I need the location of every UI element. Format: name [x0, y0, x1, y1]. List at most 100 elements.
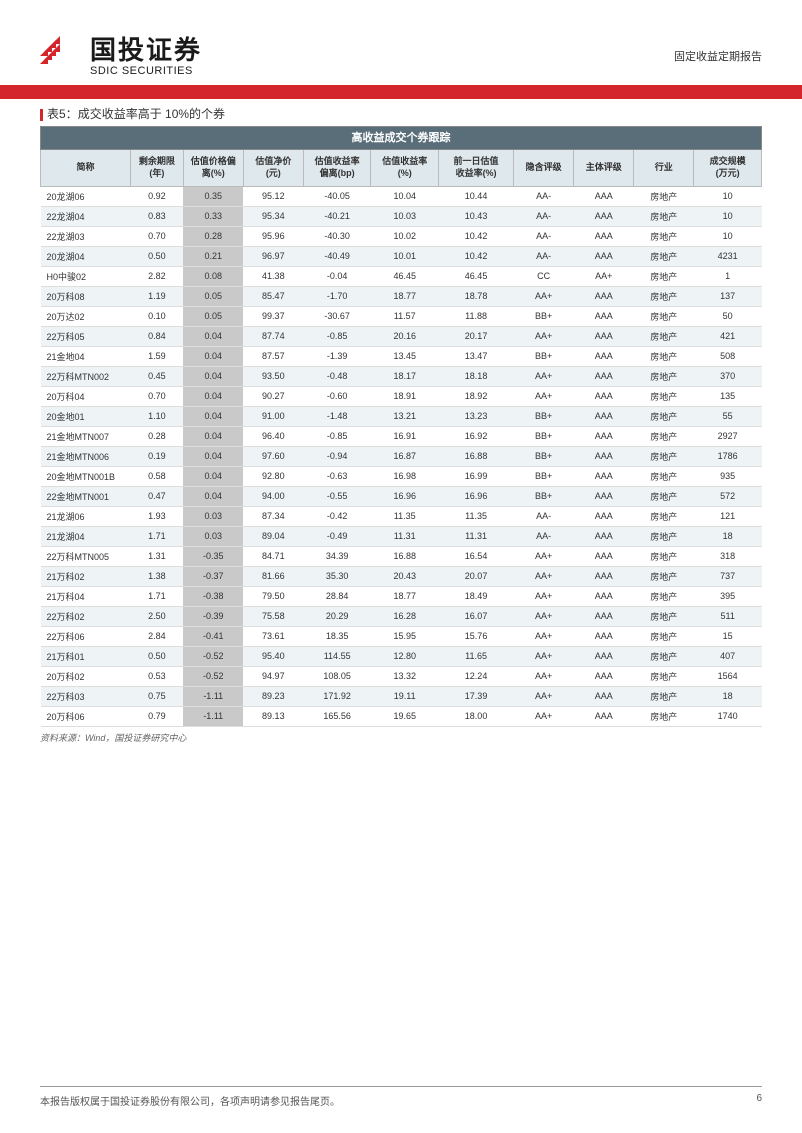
table-cell: AAA — [574, 186, 634, 206]
table-cell: 0.47 — [131, 486, 184, 506]
table-row: 20金地MTN001B0.580.0492.80-0.6316.9816.99B… — [41, 466, 762, 486]
logo-icon — [40, 36, 80, 71]
table-row: 22万科030.75-1.1189.23171.9219.1117.39AA+A… — [41, 686, 762, 706]
table-cell: AAA — [574, 406, 634, 426]
table-cell: 0.04 — [183, 426, 243, 446]
table-cell: AA+ — [514, 566, 574, 586]
table-row: 20金地011.100.0491.00-1.4813.2113.23BB+AAA… — [41, 406, 762, 426]
table-cell: 20万科04 — [41, 386, 131, 406]
table-cell: AAA — [574, 506, 634, 526]
table-cell: 房地产 — [634, 306, 694, 326]
table-cell: AA+ — [514, 706, 574, 726]
page-number: 6 — [756, 1093, 762, 1108]
table-cell: AA+ — [514, 326, 574, 346]
table-cell: 95.34 — [243, 206, 303, 226]
table-cell: 21万科01 — [41, 646, 131, 666]
table-cell: AA+ — [514, 646, 574, 666]
table-cell: 370 — [694, 366, 762, 386]
table-cell: 房地产 — [634, 286, 694, 306]
table-cell: 1.10 — [131, 406, 184, 426]
table-cell: BB+ — [514, 486, 574, 506]
table-cell: 21龙湖06 — [41, 506, 131, 526]
table-cell: 房地产 — [634, 626, 694, 646]
table-cell: -1.70 — [303, 286, 371, 306]
table-cell: AAA — [574, 366, 634, 386]
table-cell: 0.04 — [183, 366, 243, 386]
table-cell: AAA — [574, 466, 634, 486]
table-cell: 0.05 — [183, 286, 243, 306]
table-cell: -0.49 — [303, 526, 371, 546]
table-cell: -1.11 — [183, 686, 243, 706]
col-header: 估值价格偏离(%) — [183, 150, 243, 186]
col-header: 成交规模(万元) — [694, 150, 762, 186]
table-cell: 16.96 — [371, 486, 439, 506]
table-cell: 15.76 — [439, 626, 514, 646]
table-cell: 1.71 — [131, 586, 184, 606]
table-cell: AAA — [574, 326, 634, 346]
table-cell: AA+ — [514, 606, 574, 626]
table-cell: 18.00 — [439, 706, 514, 726]
table-cell: 2.84 — [131, 626, 184, 646]
table-cell: AA- — [514, 246, 574, 266]
table-cell: BB+ — [514, 446, 574, 466]
table-cell: 0.45 — [131, 366, 184, 386]
table-cell: AAA — [574, 226, 634, 246]
table-cell: 房地产 — [634, 706, 694, 726]
table-cell: 12.80 — [371, 646, 439, 666]
table-row: 20万科020.53-0.5294.97108.0513.3212.24AA+A… — [41, 666, 762, 686]
table-cell: AAA — [574, 246, 634, 266]
table-cell: 房地产 — [634, 506, 694, 526]
table-cell: AAA — [574, 286, 634, 306]
table-cell: 22龙湖03 — [41, 226, 131, 246]
source-note: 资料来源：Wind，国投证券研究中心 — [40, 731, 762, 744]
table-row: 22金地MTN0010.470.0494.00-0.5516.9616.96BB… — [41, 486, 762, 506]
table-cell: 13.21 — [371, 406, 439, 426]
table-cell: 10.01 — [371, 246, 439, 266]
table-cell: 46.45 — [371, 266, 439, 286]
table-cell: 房地产 — [634, 546, 694, 566]
table-cell: 114.55 — [303, 646, 371, 666]
table-cell: 89.23 — [243, 686, 303, 706]
table-cell: 95.96 — [243, 226, 303, 246]
table-row: 20万科060.79-1.1189.13165.5619.6518.00AA+A… — [41, 706, 762, 726]
table-cell: 房地产 — [634, 686, 694, 706]
table-cell: 89.04 — [243, 526, 303, 546]
table-cell: 房地产 — [634, 186, 694, 206]
table-cell: 15 — [694, 626, 762, 646]
table-cell: 0.33 — [183, 206, 243, 226]
table-cell: AA- — [514, 506, 574, 526]
table-cell: 20万科08 — [41, 286, 131, 306]
table-cell: -0.04 — [303, 266, 371, 286]
table-cell: 22金地MTN001 — [41, 486, 131, 506]
table-cell: 11.57 — [371, 306, 439, 326]
table-cell: 0.04 — [183, 406, 243, 426]
table-cell: 1740 — [694, 706, 762, 726]
table-cell: 18.92 — [439, 386, 514, 406]
table-cell: AAA — [574, 526, 634, 546]
table-row: 20万达020.100.0599.37-30.6711.5711.88BB+AA… — [41, 306, 762, 326]
table-cell: AA- — [514, 186, 574, 206]
table-cell: 11.35 — [371, 506, 439, 526]
table-cell: -0.42 — [303, 506, 371, 526]
table-cell: 96.97 — [243, 246, 303, 266]
page-footer: 本报告版权属于国投证券股份有限公司，各项声明请参见报告尾页。 6 — [40, 1086, 762, 1108]
table-row: 21龙湖041.710.0389.04-0.4911.3111.31AA-AAA… — [41, 526, 762, 546]
table-cell: -0.94 — [303, 446, 371, 466]
table-cell: 79.50 — [243, 586, 303, 606]
table-cell: 0.28 — [183, 226, 243, 246]
table-cell: 20.07 — [439, 566, 514, 586]
table-cell: 1.31 — [131, 546, 184, 566]
table-cell: 0.21 — [183, 246, 243, 266]
table-cell: AAA — [574, 306, 634, 326]
table-cell: 395 — [694, 586, 762, 606]
table-cell: AA+ — [514, 286, 574, 306]
table-cell: 房地产 — [634, 486, 694, 506]
table-cell: AA- — [514, 206, 574, 226]
table-row: 21万科010.50-0.5295.40114.5512.8011.65AA+A… — [41, 646, 762, 666]
table-cell: -1.39 — [303, 346, 371, 366]
table-cell: 50 — [694, 306, 762, 326]
page-header: 国投证券 SDIC SECURITIES 固定收益定期报告 — [40, 30, 762, 77]
table-row: H0中骏022.820.0841.38-0.0446.4546.45CCAA+房… — [41, 266, 762, 286]
table-main-header: 高收益成交个券跟踪 — [41, 127, 762, 150]
table-cell: 13.32 — [371, 666, 439, 686]
